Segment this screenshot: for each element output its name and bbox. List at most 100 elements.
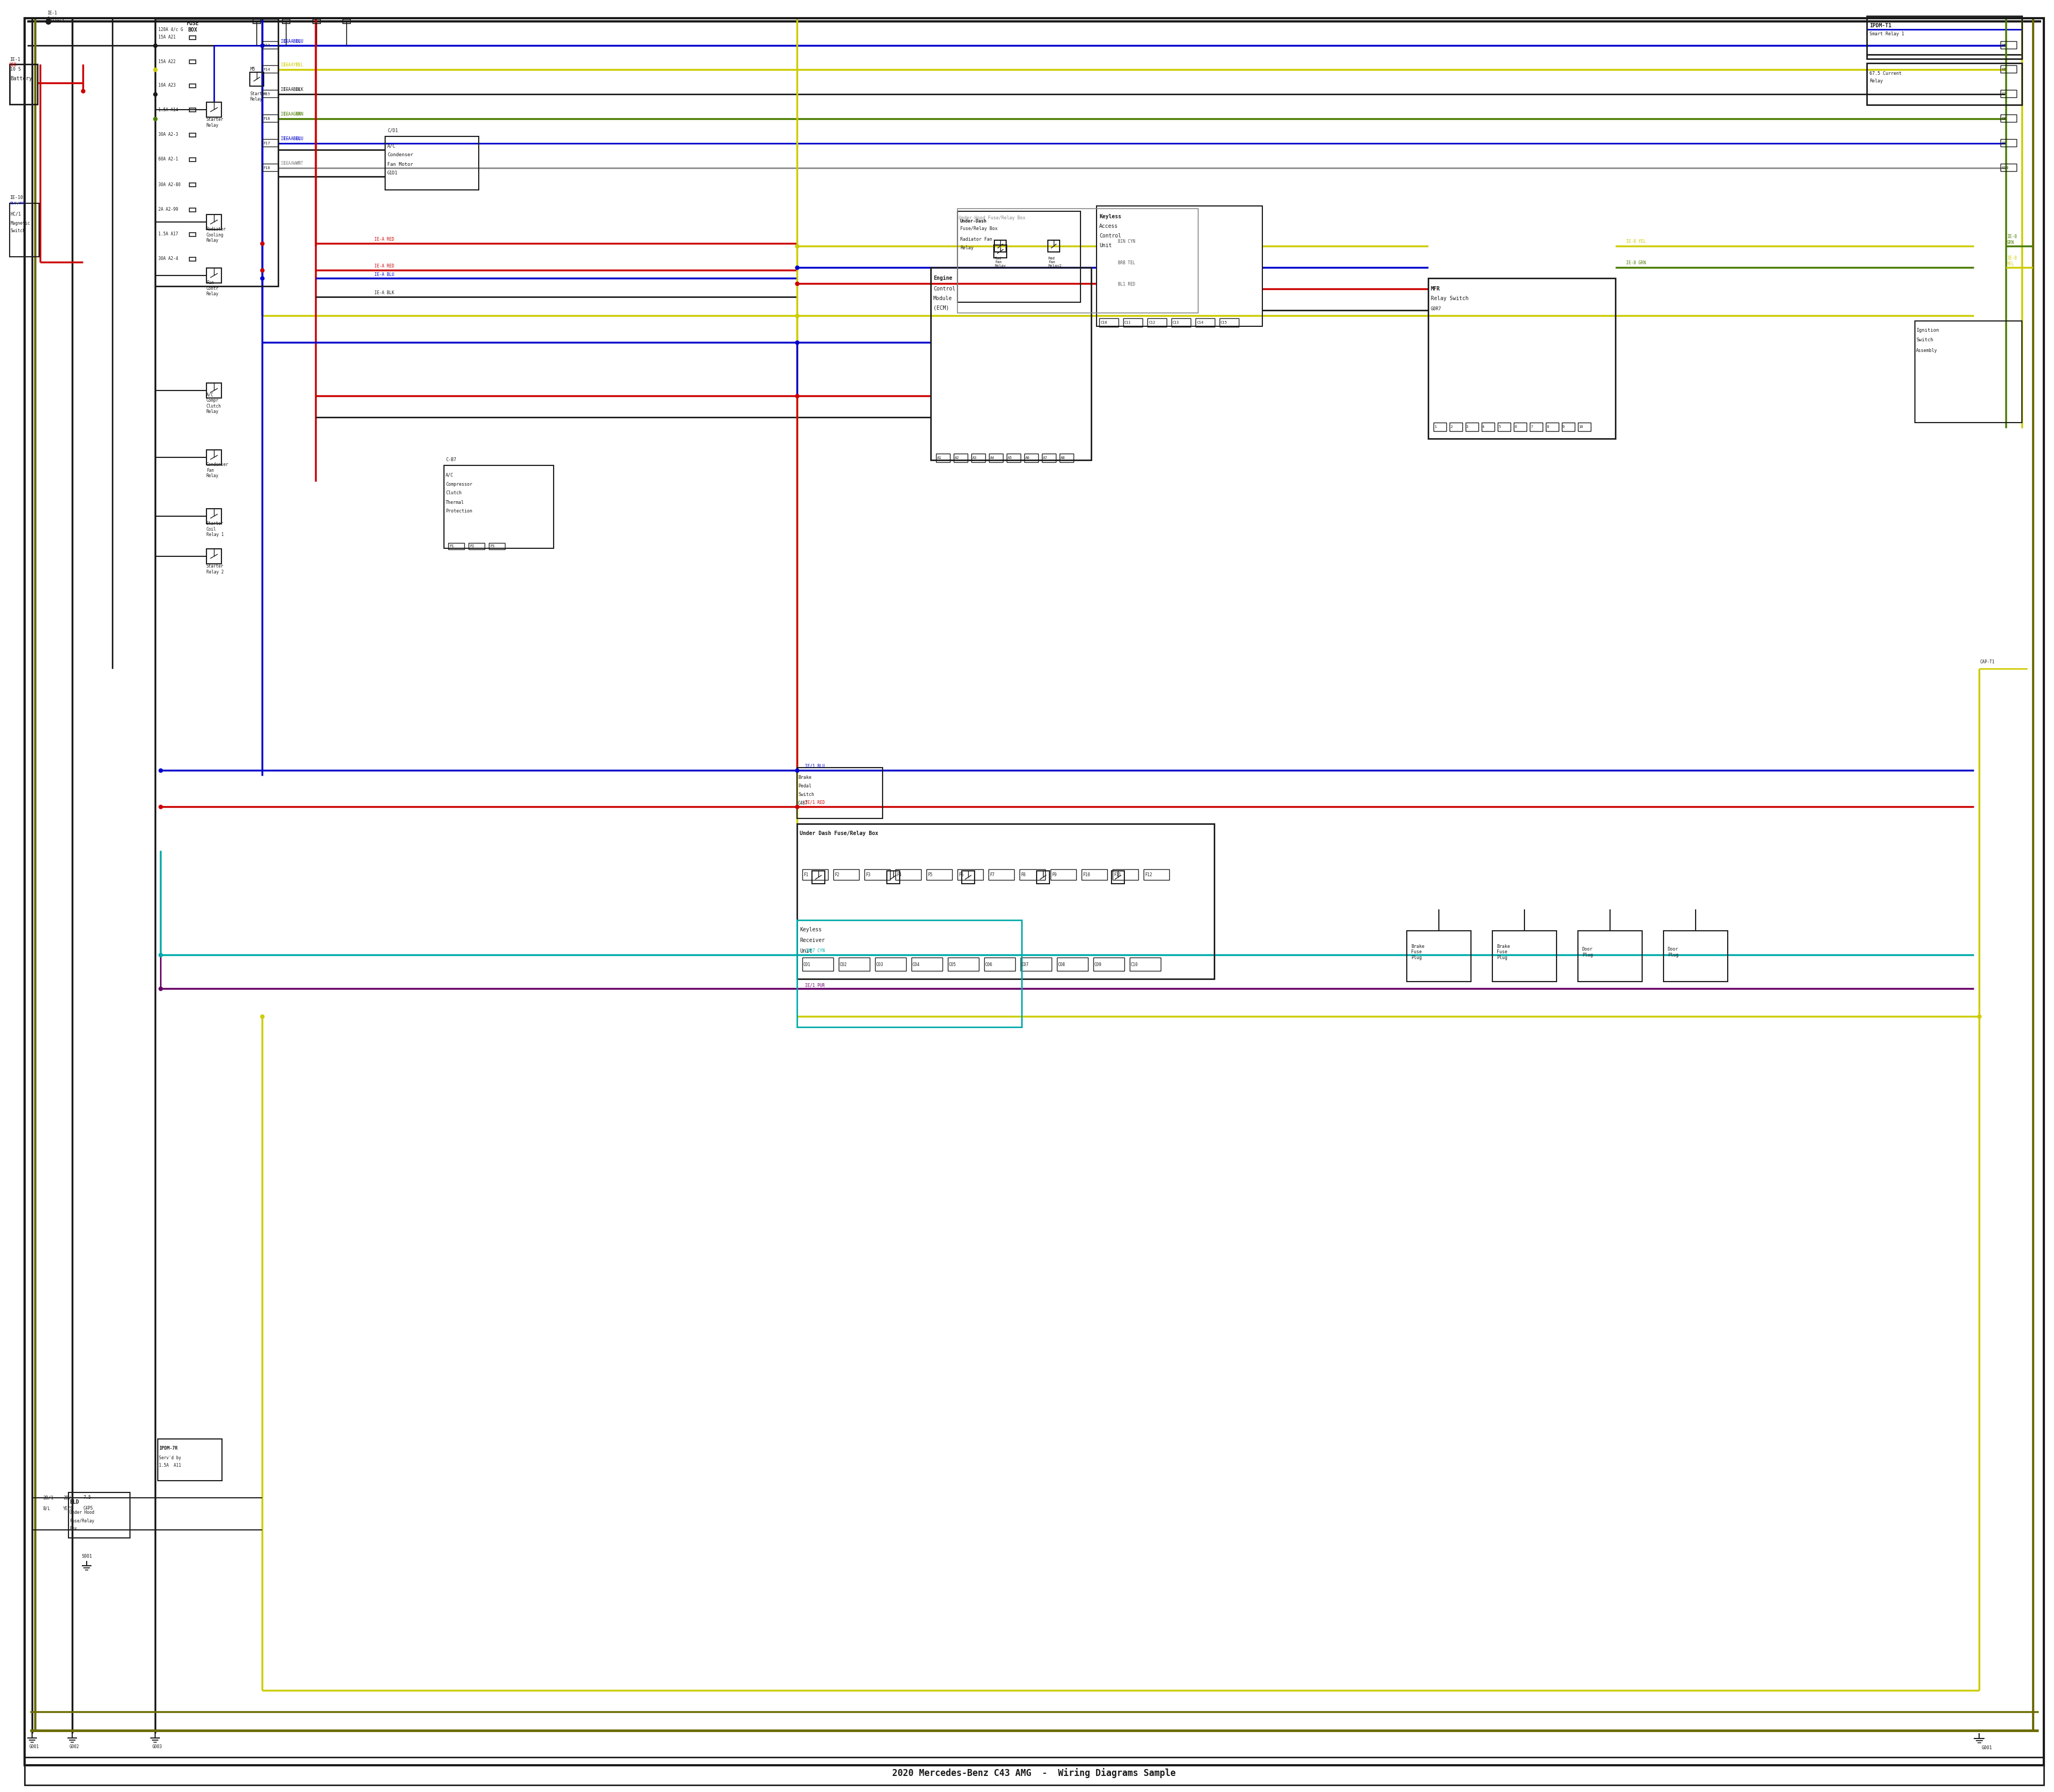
Bar [797,919,1021,1027]
Text: F10: F10 [1082,873,1091,876]
Text: Switch: Switch [1916,339,1933,342]
Text: C06: C06 [986,962,992,968]
Text: 3: 3 [1467,425,1469,428]
Text: C12: C12 [1148,321,1154,324]
Bar [263,41,277,48]
Text: 10: 10 [1577,425,1584,428]
Bar [797,824,1214,978]
Text: IE-A BLU: IE-A BLU [283,39,304,45]
Bar [1497,423,1510,432]
Text: IE-A BLU: IE-A BLU [281,136,300,142]
Bar [1664,930,1727,982]
Text: 2B/1: 2B/1 [64,1495,74,1500]
Text: IE-A BLK: IE-A BLK [374,290,394,296]
Text: Protection: Protection [446,509,472,514]
Bar [912,957,943,971]
Bar [1577,423,1590,432]
Bar [189,258,195,262]
Bar [158,1439,222,1480]
Text: F2: F2 [834,873,840,876]
Text: S001: S001 [82,1554,92,1559]
Text: BLU,WHT: BLU,WHT [10,202,25,204]
Text: 15A A21: 15A A21 [158,36,177,39]
Text: 60A A2-1: 60A A2-1 [158,158,179,161]
Bar [312,20,320,23]
Bar [838,957,869,971]
Text: Keyless: Keyless [799,926,822,932]
Text: IE/1 BLU: IE/1 BLU [805,763,826,769]
Text: C08: C08 [1058,962,1066,968]
Text: Keyless: Keyless [1099,213,1121,219]
Text: C07: C07 [1021,962,1029,968]
Text: A/C
Compr
Clutch
Relay: A/C Compr Clutch Relay [207,392,222,414]
Text: BRB TEL: BRB TEL [1117,262,1136,265]
Text: A6: A6 [1025,457,1029,459]
Bar [1099,319,1119,326]
Bar [156,18,277,287]
Text: F18: F18 [263,167,269,170]
Bar [468,543,485,550]
Text: F11: F11 [1113,873,1121,876]
Text: F1: F1 [803,873,809,876]
Text: E6: E6 [2001,68,2007,72]
Text: IE-10: IE-10 [10,195,23,201]
Text: Module: Module [933,296,953,301]
Text: E7: E7 [2001,93,2007,95]
Text: Engine: Engine [933,276,953,281]
Text: Door
Plug: Door Plug [1582,946,1594,957]
Bar [1493,930,1557,982]
Text: A3: A3 [972,457,978,459]
Bar [1041,453,1056,462]
Text: Control: Control [1099,233,1121,238]
Text: F12: F12 [1144,873,1152,876]
Text: Brake
Fuse
Plug: Brake Fuse Plug [1497,944,1510,961]
Text: Relay: Relay [959,246,974,251]
Text: Compressor: Compressor [446,482,472,486]
Text: 67.5 Current: 67.5 Current [1869,72,1902,75]
Bar [926,869,953,880]
Text: Condenser
Fan
Relay: Condenser Fan Relay [207,462,228,478]
Text: 7: 7 [1530,425,1532,428]
Bar [957,208,1197,314]
Text: F3: F3 [865,873,871,876]
Text: IE-A BLK: IE-A BLK [281,88,300,91]
Text: G0R7: G0R7 [1432,306,1442,312]
Text: Serv'd by: Serv'd by [158,1455,181,1460]
Text: IPDM-7R: IPDM-7R [158,1446,177,1452]
Text: Box: Box [70,1527,76,1530]
Text: Relay: Relay [1869,79,1884,84]
Text: Under Hood: Under Hood [70,1511,94,1516]
Bar [797,767,883,819]
Bar [972,453,986,462]
Text: E5: E5 [2001,43,2007,47]
Text: F5: F5 [928,873,933,876]
Text: Brake: Brake [799,774,811,780]
Bar [896,869,920,880]
Bar [1037,871,1050,883]
Bar [865,869,889,880]
Bar [489,543,505,550]
Bar [263,140,277,147]
Bar [811,871,826,883]
Bar [1050,869,1076,880]
Bar [1113,869,1138,880]
Bar [961,871,974,883]
Bar [1082,869,1107,880]
Bar [1195,319,1214,326]
Bar [1006,453,1021,462]
Text: A/C: A/C [388,143,396,149]
Text: YE/S: YE/S [64,1505,74,1511]
Text: BIN CYN: BIN CYN [1117,240,1136,244]
Bar [1144,869,1169,880]
Text: A1: A1 [937,457,941,459]
Bar [2001,41,2017,48]
Bar [263,90,277,97]
Bar [10,202,39,256]
Bar [10,65,37,104]
Bar [984,957,1015,971]
Bar [189,84,195,88]
Text: 30A A2-4: 30A A2-4 [158,256,179,262]
Text: A7: A7 [1043,457,1048,459]
Text: C10: C10 [1101,321,1107,324]
Text: C13: C13 [1173,321,1179,324]
